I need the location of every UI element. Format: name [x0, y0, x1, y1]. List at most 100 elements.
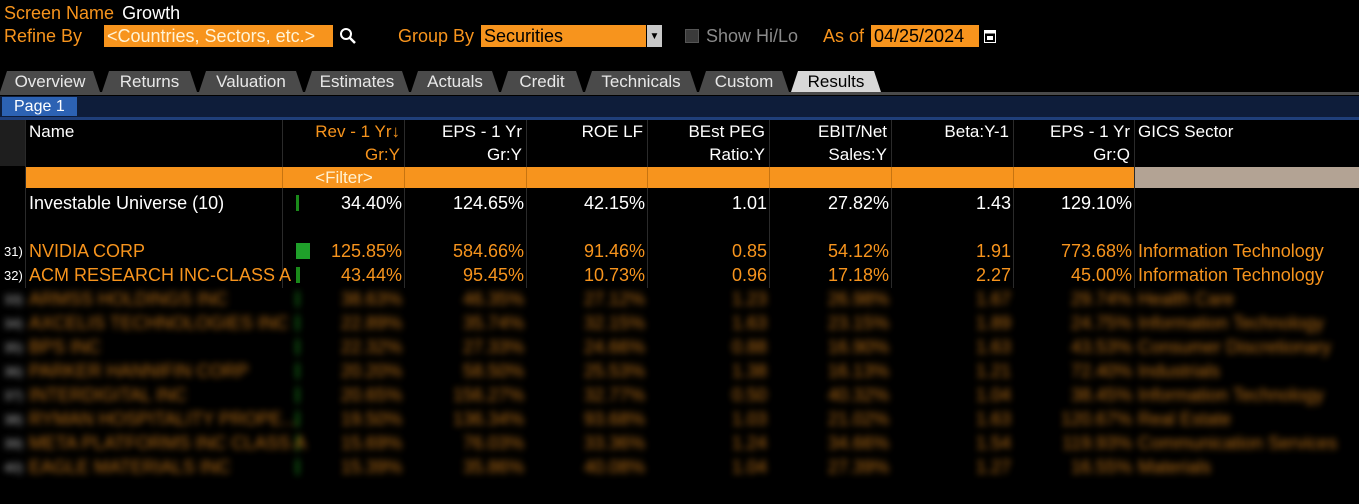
- page-tab[interactable]: Page 1: [2, 97, 77, 116]
- security-name[interactable]: NVIDIA CORP: [29, 240, 146, 261]
- rev-growth-bar: [296, 267, 300, 283]
- column-divider: [404, 167, 405, 188]
- rev-growth-bar: [296, 459, 299, 475]
- tab-technicals[interactable]: Technicals: [585, 71, 697, 92]
- security-name[interactable]: ACM RESEARCH INC-CLASS A: [29, 264, 292, 285]
- tab-valuation[interactable]: Valuation: [199, 71, 303, 92]
- row-number: 38): [4, 411, 23, 427]
- column-header-ebit-margin[interactable]: EBIT/Net Sales:Y: [818, 122, 887, 164]
- column-divider: [769, 167, 770, 188]
- sector-value: Information Technology: [1138, 312, 1324, 333]
- roe-value: 10.73%: [583, 264, 645, 285]
- filter-bar-sector[interactable]: [1135, 167, 1359, 188]
- tab-credit[interactable]: Credit: [501, 71, 583, 92]
- as-of-date-input[interactable]: 04/25/2024: [871, 25, 979, 47]
- group-by-select[interactable]: Securities: [481, 25, 646, 47]
- roe-value: 32.15%: [583, 312, 645, 333]
- security-name[interactable]: META PLATFORMS INC CLASS A: [29, 432, 307, 453]
- rev-value: 22.32%: [340, 336, 402, 357]
- row-number: 34): [4, 315, 23, 331]
- beta-value: 1.67: [975, 288, 1011, 309]
- rev-growth-bar: [296, 387, 299, 403]
- eps-value: 136.34%: [452, 408, 524, 429]
- rev-growth-bar: [296, 339, 299, 355]
- screen-name-value[interactable]: Growth: [122, 2, 181, 23]
- calendar-icon[interactable]: [983, 25, 997, 47]
- roe-value: 33.36%: [583, 432, 645, 453]
- epsq-value: 120.67%: [1060, 408, 1132, 429]
- tab-bar: Overview Returns Valuation Estimates Act…: [0, 71, 1359, 92]
- ebit-value: 34.66%: [827, 432, 889, 453]
- page-bar: Page 1: [0, 96, 1359, 117]
- refine-by-input[interactable]: <Countries, Sectors, etc.>: [104, 25, 333, 47]
- column-header-eps-growth[interactable]: EPS - 1 Yr Gr:Y: [442, 122, 522, 164]
- tab-returns[interactable]: Returns: [102, 71, 197, 92]
- rev-value: 20.20%: [340, 360, 402, 381]
- filter-label[interactable]: <Filter>: [315, 167, 373, 187]
- rev-growth-value: 43.44%: [340, 264, 402, 285]
- sector-value: Industrials: [1138, 360, 1221, 381]
- refine-by-label: Refine By: [4, 25, 83, 46]
- column-divider: [1013, 167, 1014, 188]
- rev-growth-bar: [296, 435, 299, 451]
- roe-value: 27.12%: [583, 288, 645, 309]
- column-divider: [282, 120, 283, 288]
- rev-growth-bar: [296, 291, 299, 307]
- beta-value: 1.63: [975, 408, 1011, 429]
- column-header-roe[interactable]: ROE LF: [581, 122, 643, 141]
- eps-value: 76.03%: [462, 432, 524, 453]
- column-header-beta[interactable]: Beta:Y-1: [944, 122, 1009, 141]
- rev-value: 19.50%: [340, 408, 402, 429]
- rev-value: 20.65%: [340, 384, 402, 405]
- tab-overview[interactable]: Overview: [0, 71, 100, 92]
- beta-value: 1.91: [975, 240, 1011, 261]
- search-icon[interactable]: [338, 25, 358, 47]
- universe-rev: 34.40%: [340, 192, 402, 213]
- row-number: 31): [4, 243, 23, 259]
- tab-custom[interactable]: Custom: [699, 71, 789, 92]
- column-header-peg[interactable]: BEst PEG Ratio:Y: [688, 122, 765, 164]
- row-number: 33): [4, 291, 23, 307]
- eps-value: 58.50%: [462, 360, 524, 381]
- security-name[interactable]: EAGLE MATERIALS INC: [29, 456, 231, 477]
- security-name[interactable]: PARKER HANNIFIN CORP: [29, 360, 249, 381]
- tab-estimates[interactable]: Estimates: [305, 71, 409, 92]
- sector-value: Materials: [1138, 456, 1212, 477]
- security-name[interactable]: INTERDIGITAL INC: [29, 384, 188, 405]
- security-name[interactable]: RYMAN HOSPITALITY PROPE...: [29, 408, 298, 429]
- peg-value: 1.23: [731, 288, 767, 309]
- epsq-value: 72.40%: [1070, 360, 1132, 381]
- eps-value: 46.35%: [462, 288, 524, 309]
- ebit-margin-value: 17.18%: [827, 264, 889, 285]
- universe-ebit: 27.82%: [827, 192, 889, 213]
- security-name[interactable]: AXCELIS TECHNOLOGIES INC: [29, 312, 289, 333]
- row-number: 39): [4, 435, 23, 451]
- column-header-eps-q-growth[interactable]: EPS - 1 Yr Gr:Q: [1050, 122, 1130, 164]
- filter-bar[interactable]: [26, 167, 1134, 188]
- column-header-sector[interactable]: GICS Sector: [1138, 122, 1234, 141]
- column-divider: [647, 167, 648, 188]
- ebit-value: 16.13%: [827, 360, 889, 381]
- epsq-value: 29.74%: [1070, 288, 1132, 309]
- row-number: 35): [4, 339, 23, 355]
- epsq-value: 119.93%: [1062, 432, 1132, 453]
- column-divider: [404, 120, 405, 288]
- security-name[interactable]: BPS INC: [29, 336, 102, 357]
- rev-value: 15.39%: [340, 456, 402, 477]
- column-divider: [891, 120, 892, 288]
- security-name[interactable]: ARMSS HOLDINGS INC: [29, 288, 229, 309]
- column-header-rev-growth[interactable]: Rev - 1 Yr↓ Gr:Y: [315, 122, 400, 164]
- column-header-name[interactable]: Name: [29, 122, 75, 141]
- tab-actuals[interactable]: Actuals: [411, 71, 499, 92]
- eps-value: 35.86%: [462, 456, 524, 477]
- eps-q-growth-value: 45.00%: [1070, 264, 1132, 285]
- tab-results[interactable]: Results: [791, 71, 881, 92]
- tab-underline: [0, 92, 1359, 95]
- peg-value: 1.63: [731, 312, 767, 333]
- sector-value: Consumer Discretionary: [1138, 336, 1332, 357]
- universe-eps: 124.65%: [452, 192, 524, 213]
- group-by-label: Group By: [398, 25, 475, 46]
- chevron-down-icon[interactable]: ▼: [647, 25, 662, 47]
- show-hilo-checkbox[interactable]: [685, 29, 699, 43]
- roe-value: 32.77%: [583, 384, 645, 405]
